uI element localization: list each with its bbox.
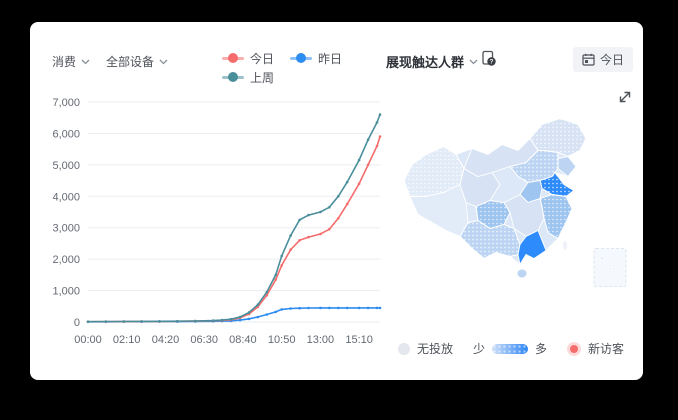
- legend-item-today[interactable]: 今日: [222, 50, 274, 66]
- legend-label-lastweek: 上周: [250, 70, 275, 85]
- date-range-button[interactable]: 今日: [573, 47, 634, 72]
- svg-text:?: ?: [490, 59, 494, 66]
- line-chart: 0 1,000 2,000 3,000 4,000 5,000 6,000 7,000 00:0…: [52, 97, 382, 346]
- svg-text:06:30: 06:30: [190, 334, 218, 346]
- expand-icon[interactable]: [616, 88, 634, 106]
- svg-text:6,000: 6,000: [52, 128, 80, 140]
- chevron-down-icon: [81, 59, 90, 65]
- svg-text:00:00: 00:00: [74, 334, 102, 346]
- new-visitors-dot-icon: [567, 341, 582, 356]
- svg-text:0: 0: [74, 317, 80, 329]
- help-doc-icon[interactable]: ?: [480, 50, 497, 67]
- region-north-china-dots: [509, 150, 559, 183]
- legend-intensity-scale: 少 多: [473, 340, 547, 357]
- svg-text:5,000: 5,000: [52, 160, 80, 172]
- legend-marker-yesterday-icon: [290, 53, 313, 63]
- no-delivery-dot-icon: [398, 342, 410, 355]
- region-southwest-dots: [459, 220, 521, 260]
- legend-no-delivery: 无投放: [398, 340, 453, 357]
- dashboard-card: 消费 全部设备 今日 昨日 上周 展现触达人群: [30, 22, 643, 380]
- metric-dropdown[interactable]: 消费: [52, 53, 90, 70]
- calendar-icon: [582, 53, 595, 66]
- province-taiwan[interactable]: [561, 240, 569, 251]
- legend-label-today: 今日: [250, 51, 275, 66]
- province-shandong-dots: [539, 171, 575, 197]
- svg-text:7,000: 7,000: [52, 97, 80, 109]
- legend-marker-today-icon: [222, 53, 244, 63]
- china-map: [403, 118, 627, 287]
- audience-dropdown-label: 展现触达人群: [386, 55, 465, 70]
- svg-text:2,000: 2,000: [52, 254, 80, 266]
- province-guangdong[interactable]: [517, 229, 547, 266]
- chart-legend: 今日 昨日 上周: [222, 50, 372, 85]
- legend-item-yesterday[interactable]: 昨日: [290, 50, 342, 66]
- legend-item-lastweek[interactable]: 上周: [222, 69, 274, 85]
- province-liaoning[interactable]: [557, 156, 577, 178]
- map-inset-south-china-sea: [593, 248, 627, 287]
- svg-text:04:20: 04:20: [152, 334, 180, 346]
- audience-dropdown[interactable]: 展现触达人群: [386, 52, 478, 71]
- no-delivery-label: 无投放: [417, 342, 454, 356]
- chevron-down-icon: [469, 59, 478, 65]
- legend-marker-lastweek-icon: [222, 72, 244, 82]
- device-dropdown[interactable]: 全部设备: [106, 53, 168, 70]
- svg-text:4,000: 4,000: [52, 191, 80, 203]
- svg-text:3,000: 3,000: [52, 223, 80, 235]
- region-east-coast-dots: [539, 194, 573, 240]
- many-label: 多: [535, 342, 548, 356]
- new-visitors-label: 新访客: [588, 342, 625, 356]
- svg-text:15:10: 15:10: [345, 334, 373, 346]
- svg-text:13:00: 13:00: [307, 334, 335, 346]
- metric-dropdown-label: 消费: [52, 55, 77, 69]
- svg-text:10:50: 10:50: [268, 334, 296, 346]
- map-legend: 无投放 少 多 新访客: [398, 340, 624, 357]
- svg-text:1,000: 1,000: [52, 286, 80, 298]
- province-hainan[interactable]: [516, 268, 528, 279]
- chevron-down-icon: [159, 59, 168, 65]
- few-label: 少: [473, 342, 486, 356]
- svg-text:08:40: 08:40: [229, 334, 257, 346]
- svg-text:02:10: 02:10: [113, 334, 141, 346]
- date-range-label: 今日: [600, 53, 625, 67]
- device-dropdown-label: 全部设备: [106, 55, 155, 69]
- legend-label-yesterday: 昨日: [318, 51, 343, 66]
- legend-new-visitors: 新访客: [567, 340, 624, 357]
- intensity-gradient-icon: [492, 343, 529, 354]
